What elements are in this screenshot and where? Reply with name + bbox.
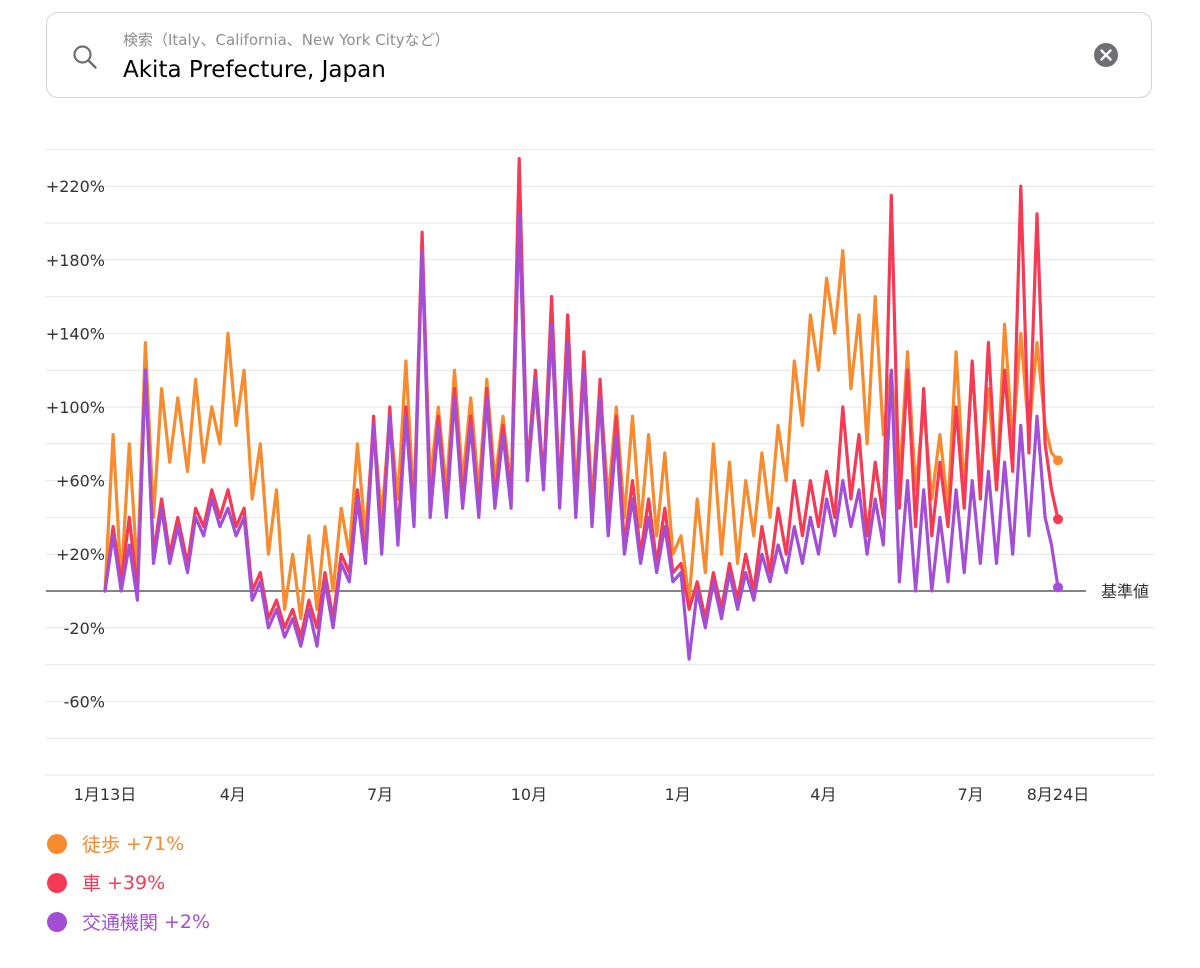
search-icon <box>73 45 97 69</box>
y-tick-label: +180% <box>46 251 105 270</box>
baseline-label: 基準値 <box>1101 582 1149 601</box>
x-tick-label: 8月24日 <box>1027 785 1090 804</box>
series-endpoint-walking <box>1053 455 1063 466</box>
legend-dot-transit <box>47 911 67 932</box>
x-tick-label: 7月 <box>958 785 984 804</box>
x-tick-label: 7月 <box>367 785 393 804</box>
legend-value-walking: +71% <box>126 832 185 855</box>
legend-value-transit: +2% <box>164 910 211 933</box>
x-tick-label: 10月 <box>511 785 547 804</box>
legend-item-walking: 徒歩 +71% <box>46 824 210 863</box>
y-tick-label: +140% <box>46 324 105 343</box>
y-tick-label: -60% <box>64 692 105 711</box>
series-endpoint-transit <box>1053 582 1063 593</box>
legend-dot-walking <box>47 833 67 854</box>
legend-name-driving: 車 <box>82 873 102 895</box>
y-tick-label: -20% <box>64 619 105 638</box>
x-tick-label: 1月13日 <box>74 785 137 804</box>
legend-item-driving: 車 +39% <box>46 863 210 902</box>
y-tick-label: +100% <box>46 398 105 417</box>
search-input[interactable]: Akita Prefecture, Japan <box>123 57 386 83</box>
clear-icon[interactable] <box>1093 42 1119 68</box>
search-bar[interactable]: 検索（Italy、California、New York Cityなど） Aki… <box>46 12 1152 98</box>
x-tick-label: 1月 <box>665 785 691 804</box>
x-tick-label: 4月 <box>220 785 246 804</box>
y-tick-label: +60% <box>56 472 105 491</box>
mobility-chart: +220% +180% +140% +100% +60% +20% -20% -60% 1月13… <box>46 148 1155 804</box>
series-endpoint-driving <box>1053 514 1063 525</box>
y-tick-label: +20% <box>56 545 105 564</box>
legend-name-walking: 徒歩 <box>82 834 121 856</box>
legend-value-driving: +39% <box>107 871 166 894</box>
series-line-transit <box>103 212 1060 661</box>
legend: 徒歩 +71% 車 +39% 交通機関 +2% <box>46 824 210 941</box>
y-tick-label: +220% <box>46 177 105 196</box>
legend-name-transit: 交通機関 <box>82 912 159 934</box>
legend-item-transit: 交通機関 +2% <box>46 902 210 941</box>
x-tick-label: 4月 <box>810 785 836 804</box>
legend-dot-driving <box>47 872 67 893</box>
search-placeholder: 検索（Italy、California、New York Cityなど） <box>123 31 450 49</box>
